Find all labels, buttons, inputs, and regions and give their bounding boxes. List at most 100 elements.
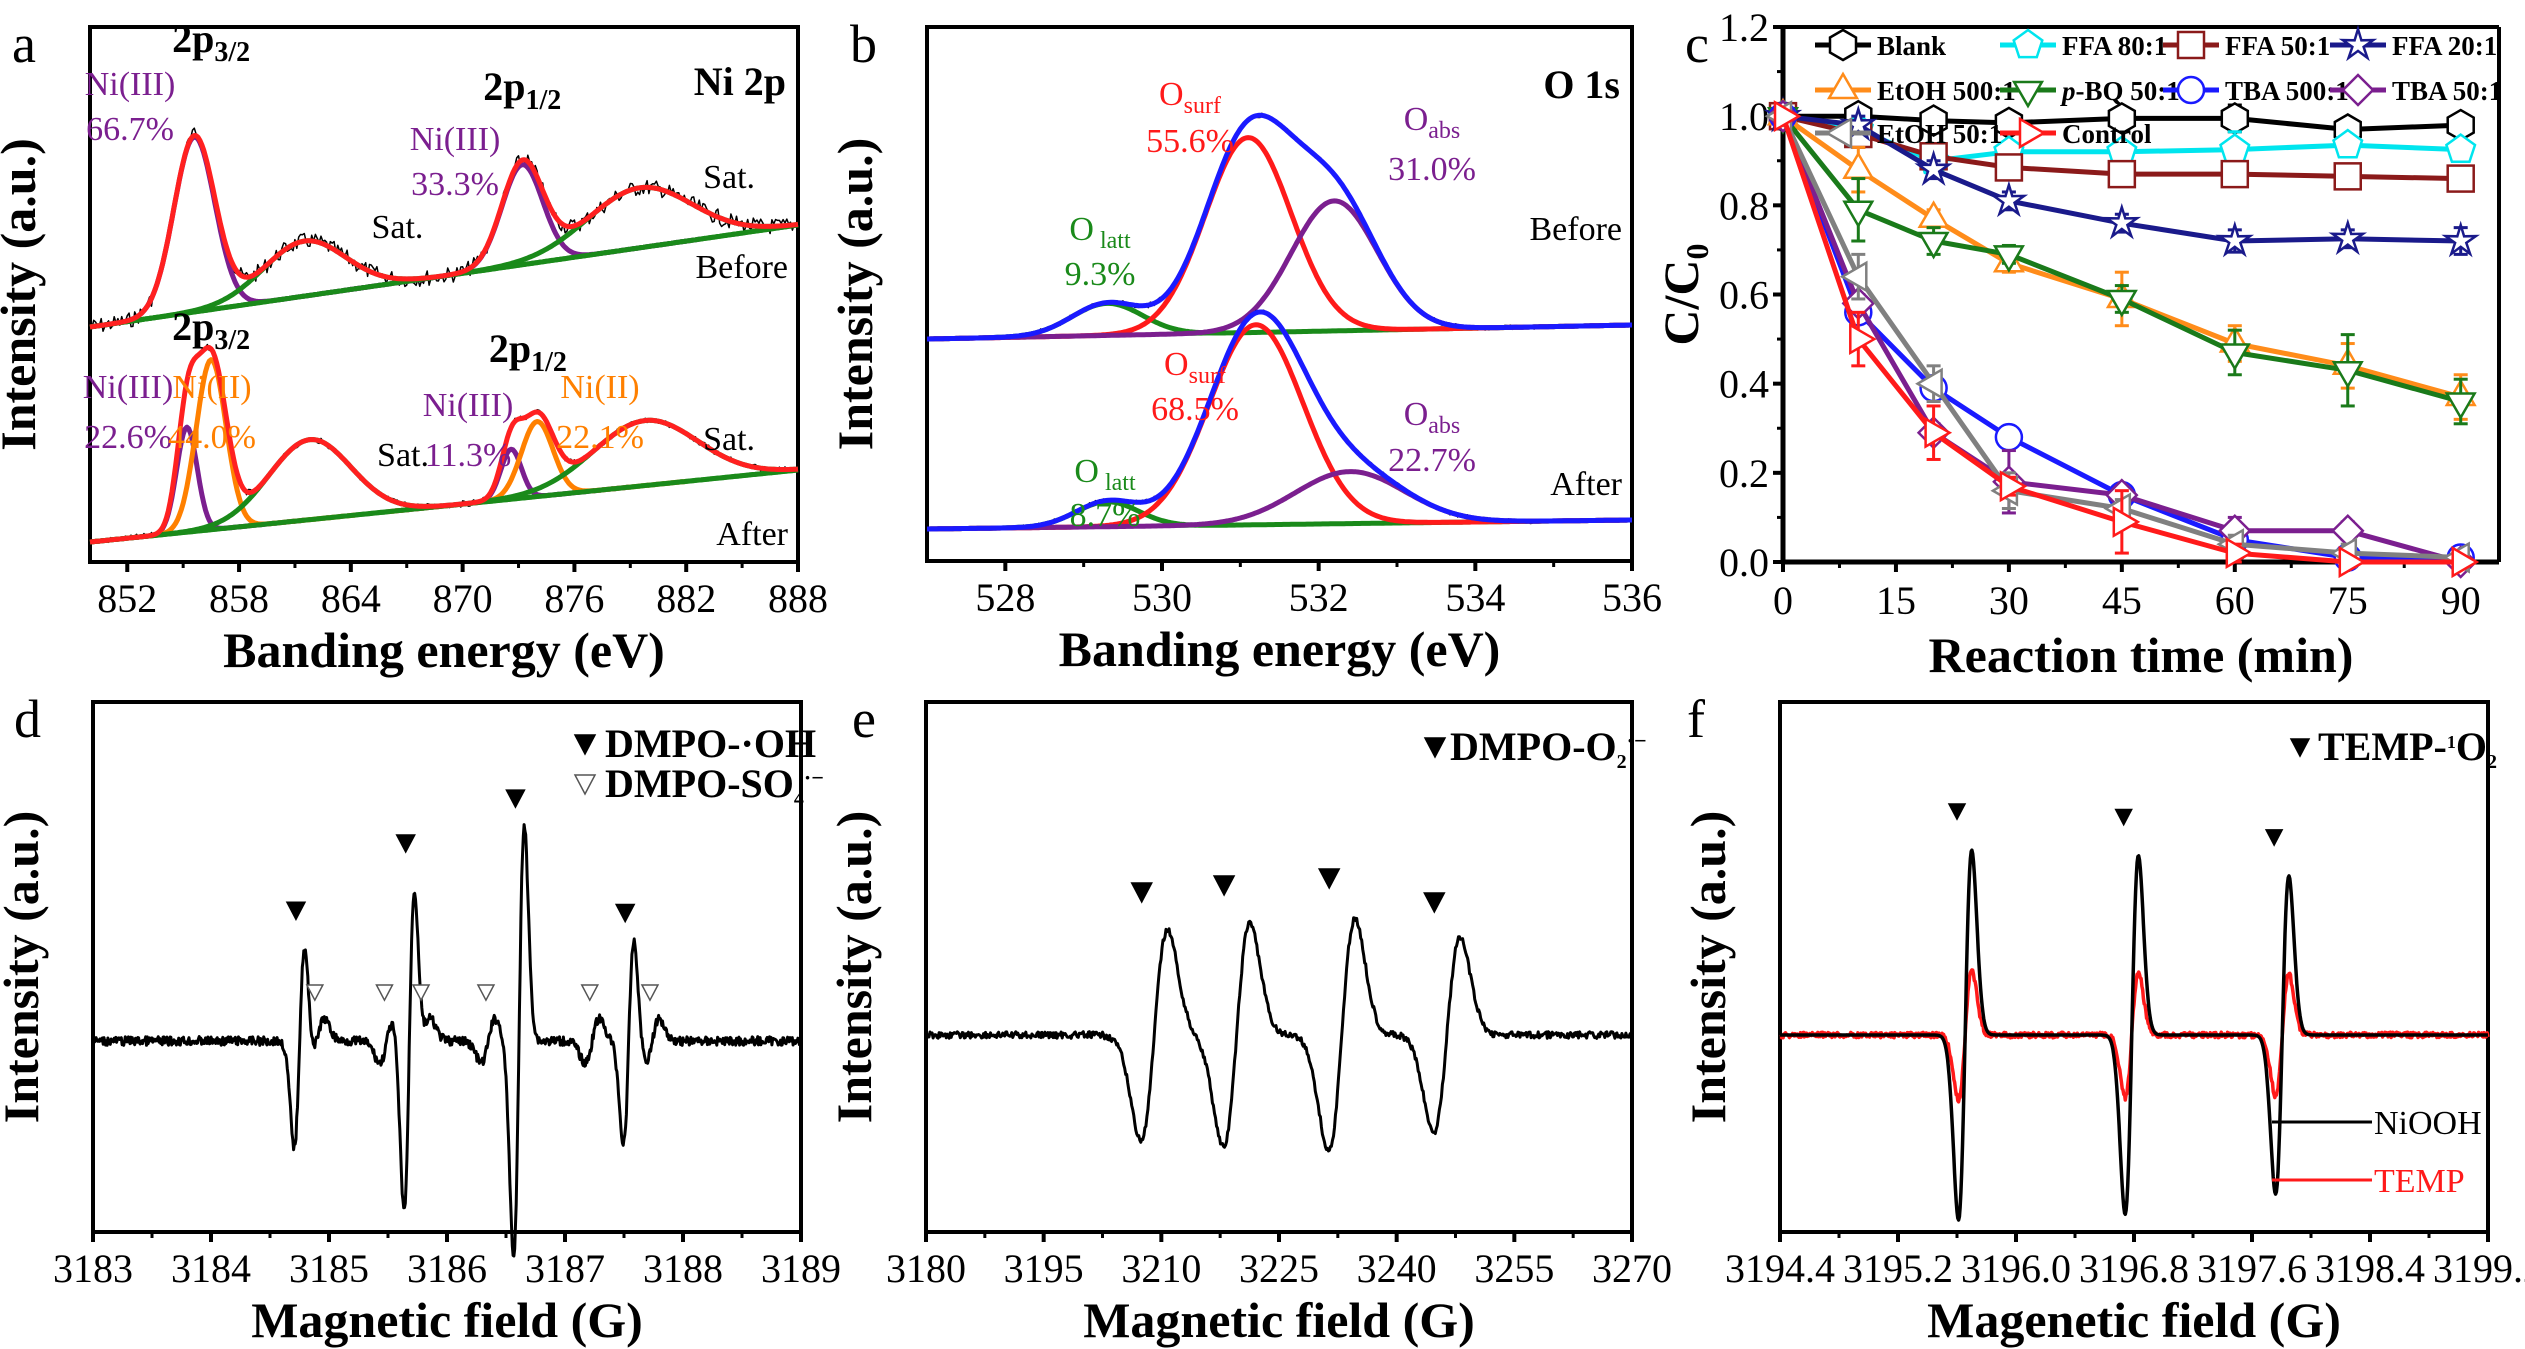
legend-label: DMPO-O2·− (1450, 724, 1647, 773)
component-name-label: Oabs (1404, 101, 1461, 144)
legend-item: FFA 50:1 (2163, 30, 2330, 61)
x-tick-label: 3240 (1357, 1246, 1437, 1291)
envelope-line (89, 133, 799, 330)
percentage-label: 44.0% (168, 419, 256, 456)
marker-triangle-up (1826, 71, 1860, 100)
series-control (1773, 100, 2480, 579)
marker-triangle-left (1824, 116, 1853, 150)
marker-hexagon (1828, 28, 1858, 62)
y-tick-label: 1.0 (1719, 94, 1769, 139)
legend-item: TBA 50:1 (2330, 73, 2502, 107)
oxidation-state-label: Ni(III) (83, 369, 174, 406)
x-tick-label: 3195 (1004, 1246, 1084, 1291)
x-tick-label: 75 (2328, 578, 2368, 623)
stack-label: Before (1529, 211, 1622, 248)
x-tick-label: 528 (975, 575, 1035, 620)
spectrum-after: After Sat. Sat. (89, 343, 799, 553)
marker-square (2176, 30, 2206, 60)
marker-star (2215, 220, 2255, 258)
component-name-label: Osurf (1159, 76, 1221, 119)
marker-square (2333, 162, 2362, 191)
panel-e: DMPO-O2·− 3180 3195 3210 3225 3240 3255 3270 Mag… (826, 689, 1672, 1348)
stack-label: After (1550, 466, 1622, 503)
x-tick-label: 858 (209, 576, 269, 621)
raw-data-line (89, 127, 799, 332)
component-peak (926, 198, 1633, 342)
series-line (1780, 115, 2461, 560)
peak-marker (2114, 808, 2133, 827)
stack-label: Before (695, 249, 788, 286)
series-group (1763, 95, 2480, 579)
panel-letter: a (12, 14, 36, 74)
oh-peak-marker (395, 834, 416, 854)
legend-marker-filled (1423, 737, 1447, 759)
legend-label: EtOH 50:1 (1877, 119, 2002, 149)
marker-hexagon (1919, 104, 1948, 138)
legend-label: EtOH 500:1 (1877, 76, 2016, 106)
spectrum-before: Before Sat. Sat. (89, 127, 799, 332)
x-tick-label: 3185 (289, 1246, 369, 1291)
marker-square (1994, 153, 2024, 182)
legend-label: TBA 50:1 (2392, 76, 2502, 106)
component-name-label: O latt (1069, 211, 1131, 254)
legend-item: TEMP (2272, 1163, 2465, 1200)
legend-label: TEMP (2374, 1163, 2465, 1200)
x-tick-label: 3270 (1592, 1246, 1672, 1291)
x-tick-label: 15 (1876, 578, 1916, 623)
marker-pentagon (2332, 128, 2364, 159)
legend-label: Blank (1877, 31, 1946, 61)
x-tick-label: 534 (1445, 575, 1505, 620)
x-tick-label: 3199.2 (2433, 1246, 2525, 1291)
epr-spectrum-line (91, 823, 802, 1258)
so4-peak-marker (411, 984, 431, 1002)
chart-title: O 1s (1543, 62, 1620, 107)
x-axis-title: Magenetic field (G) (1927, 1292, 2341, 1348)
x-tick-label: 60 (2215, 578, 2255, 623)
panel-letter: b (850, 14, 877, 74)
marker-triangle-down (2105, 289, 2138, 318)
x-tick-label: 3187 (525, 1246, 605, 1291)
x-tick-label: 3195.2 (1843, 1246, 1953, 1291)
x-tick-label: 3196.8 (2079, 1246, 2189, 1291)
marker-star (1914, 149, 1953, 187)
series-line (1781, 114, 2462, 404)
marker-triangle-down (2331, 361, 2364, 389)
y-axis-title: C/C0 (1653, 243, 1715, 345)
marker-diamond (2341, 73, 2375, 107)
component-name-label: Oabs (1404, 396, 1461, 439)
marker-triangle-left (1839, 260, 1868, 293)
chart-title: Ni 2p (694, 59, 786, 104)
so4-peak-marker (640, 984, 660, 1002)
x-axis-title: Reaction time (min) (1929, 627, 2354, 683)
marker-square (2446, 164, 2475, 193)
epr-line-niooh (1779, 848, 2489, 1222)
x-tick-label: 888 (768, 576, 828, 621)
legend-item: EtOH 500:1 (1815, 71, 2016, 106)
so4-peak-marker (305, 984, 325, 1002)
panel-c: 0.0 0.2 0.4 0.6 0.8 1.0 1.2 0 15 30 45 60 75 90 Reacti… (1653, 5, 2502, 683)
legend-item: p-BQ 50:1 (2000, 76, 2180, 109)
plot-frame (925, 25, 1634, 563)
panel-a: Before Sat. Sat. After Sat. Sat. 2p3/2 2p1/2 2p3… (0, 14, 828, 678)
marker-hexagon (2107, 101, 2137, 135)
satellite-label: Sat. (371, 209, 423, 246)
legend: TEMP-1O2 NiOOH TEMP (2272, 724, 2497, 1200)
component-name-label: Osurf (1164, 346, 1226, 389)
x-tick-label: 3196.0 (1961, 1246, 2071, 1291)
x-tick-label: 3255 (1474, 1246, 1554, 1291)
legend-label: FFA 50:1 (2225, 31, 2330, 61)
x-tick-label: 870 (433, 576, 493, 621)
panel-letter: d (14, 689, 41, 749)
component-name-label: O latt (1074, 453, 1136, 496)
plot-frame (88, 25, 800, 564)
legend-label: NiOOH (2374, 1105, 2482, 1142)
y-axis-title: Intensity (a.u.) (0, 811, 49, 1124)
legend-item: TBA 500:1 (2163, 75, 2349, 106)
marker-triangle-down (2218, 343, 2251, 371)
series-line (1780, 115, 2462, 565)
marker-triangle-left (1915, 367, 1943, 400)
y-tick-label: 0.8 (1719, 183, 1769, 228)
satellite-label: Sat. (703, 421, 755, 458)
legend-label: Control (2062, 119, 2152, 149)
